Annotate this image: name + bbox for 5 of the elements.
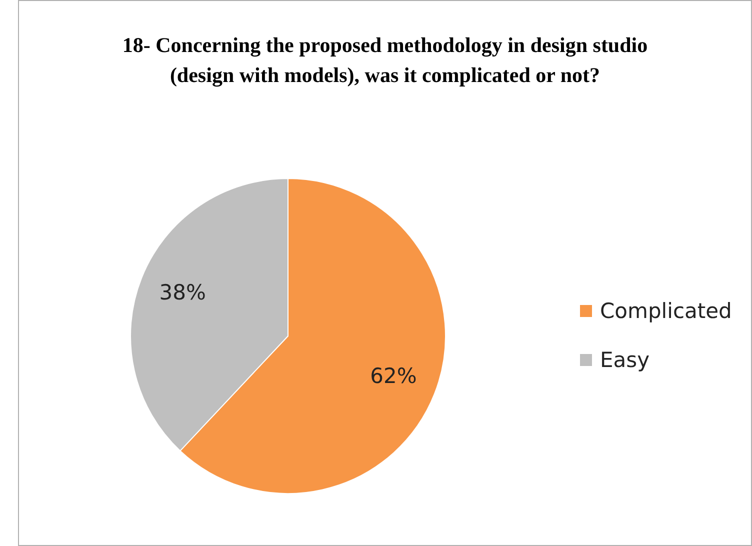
legend-label: Complicated (600, 299, 732, 323)
data-label: 38% (159, 280, 206, 305)
chart-title: 18- Concerning the proposed methodology in design studio (design with models), was it complicated or not? (121, 32, 649, 89)
legend-label: Easy (600, 348, 650, 372)
data-label: 62% (370, 364, 417, 388)
